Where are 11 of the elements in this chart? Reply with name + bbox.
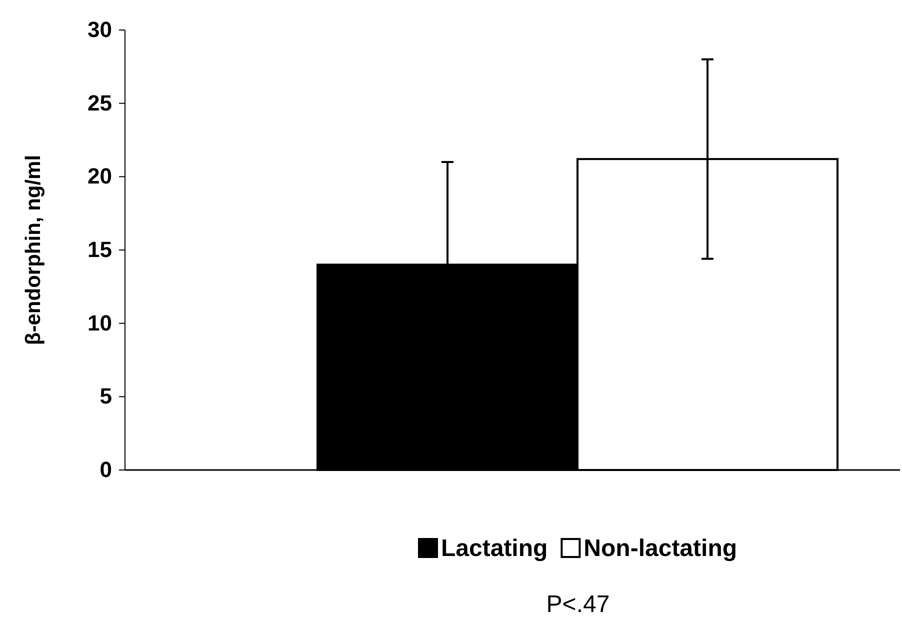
legend-label: Non-lactating bbox=[584, 535, 738, 562]
y-tick-label: 10 bbox=[88, 310, 112, 336]
y-axis-title: β-endorphin, ng/ml bbox=[22, 154, 45, 346]
y-tick-label: 30 bbox=[88, 17, 112, 42]
y-tick-label: 15 bbox=[88, 237, 112, 262]
y-tick-label: 20 bbox=[88, 164, 112, 189]
y-tick-label: 0 bbox=[100, 457, 112, 482]
legend-label: Lactating bbox=[440, 535, 548, 562]
y-tick-label: 25 bbox=[88, 90, 112, 116]
y-tick-label: 5 bbox=[100, 384, 112, 409]
text: P<.47 bbox=[546, 591, 610, 618]
